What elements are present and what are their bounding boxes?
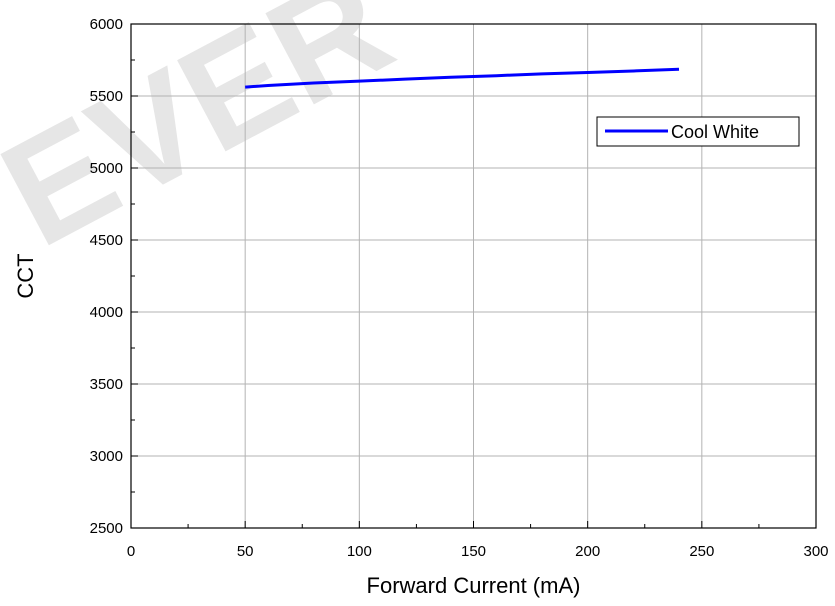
y-tick-label: 3500 bbox=[90, 376, 123, 393]
x-tick-label: 300 bbox=[803, 543, 828, 560]
legend-label: Cool White bbox=[671, 122, 759, 142]
legend: Cool White bbox=[596, 116, 800, 147]
x-tick-label: 0 bbox=[127, 543, 135, 560]
y-axis-title: CCT bbox=[13, 253, 38, 298]
x-tick-label: 250 bbox=[689, 543, 714, 560]
y-tick-label: 4000 bbox=[90, 304, 123, 321]
tick-labels: 0 50 100 150 200 250 300 2500 3000 3500 4000 4500 50… bbox=[90, 16, 829, 560]
y-tick-label: 5000 bbox=[90, 160, 123, 177]
x-axis-title: Forward Current (mA) bbox=[367, 573, 581, 598]
grid bbox=[131, 24, 816, 528]
ticks bbox=[130, 23, 817, 529]
y-tick-label: 2500 bbox=[90, 520, 123, 537]
y-tick-label: 3000 bbox=[90, 448, 123, 465]
x-tick-label: 200 bbox=[575, 543, 600, 560]
watermark: EVER bbox=[0, 0, 416, 278]
y-tick-label: 5500 bbox=[90, 88, 123, 105]
watermark-text: EVER bbox=[0, 0, 416, 278]
x-tick-label: 150 bbox=[461, 543, 486, 560]
x-tick-label: 100 bbox=[347, 543, 372, 560]
series-line-cool-white bbox=[245, 67, 680, 89]
y-tick-label: 6000 bbox=[90, 16, 123, 33]
x-tick-label: 50 bbox=[237, 543, 254, 560]
series-layer bbox=[245, 67, 680, 89]
y-tick-label: 4500 bbox=[90, 232, 123, 249]
